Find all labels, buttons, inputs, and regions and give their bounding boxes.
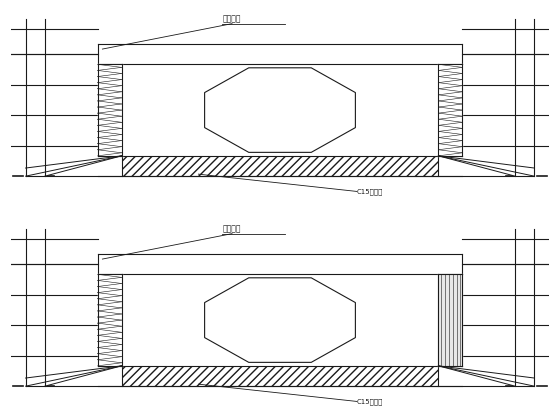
Bar xyxy=(122,366,438,386)
Bar xyxy=(122,156,438,176)
Text: 龙骨钢模: 龙骨钢模 xyxy=(222,225,241,234)
Polygon shape xyxy=(204,278,356,362)
Polygon shape xyxy=(204,68,356,152)
Text: 龙骨钢模: 龙骨钢模 xyxy=(222,15,241,24)
Text: C15垫层桩: C15垫层桩 xyxy=(357,188,383,195)
Text: C15垫层桩: C15垫层桩 xyxy=(357,398,383,405)
